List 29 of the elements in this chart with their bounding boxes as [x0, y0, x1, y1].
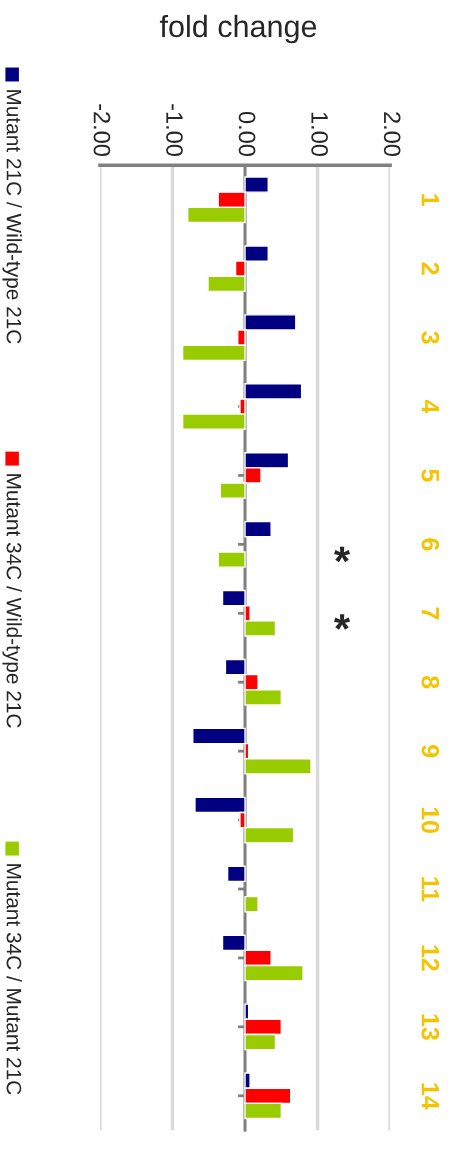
y-tick-label: 6 [421, 538, 440, 551]
y-tick-label: 8 [421, 676, 440, 689]
y-tick-label: 3 [421, 331, 440, 344]
legend-label: Mutant 34C / Wild-type 21C [2, 474, 22, 728]
y-tick-label: 14 [421, 1083, 439, 1110]
bar [217, 551, 246, 568]
y-tick-label: 9 [421, 745, 440, 758]
y-tick-label: 2 [421, 262, 440, 275]
y-tick-label: 12 [421, 945, 440, 971]
y-tick-label: 13 [421, 1014, 440, 1040]
legend-label: Mutant 21C / Wild-type 21C [2, 90, 22, 344]
x-tick-label: 1.00 [311, 112, 328, 157]
annotation: * [334, 614, 351, 630]
bar [244, 895, 259, 913]
chart-title: fold change [159, 14, 317, 44]
y-tick-label: 1 [421, 194, 439, 207]
x-tick-label: 2.00 [383, 112, 401, 157]
bar [244, 520, 272, 538]
x-tick-label: -2.00 [93, 104, 111, 157]
y-tick-label: 10 [421, 807, 440, 833]
x-tick-label: 0.00 [238, 111, 256, 157]
y-tick-label: 11 [421, 877, 439, 902]
annotation: * [334, 546, 351, 563]
y-tick-label: 7 [421, 607, 439, 620]
x-tick-label: -1.00 [166, 104, 183, 157]
y-tick-label: 4 [421, 399, 439, 414]
legend-label: Mutant 34C / Mutant 21C [6, 864, 22, 1095]
y-tick-label: 5 [421, 469, 439, 482]
bar [226, 865, 246, 883]
